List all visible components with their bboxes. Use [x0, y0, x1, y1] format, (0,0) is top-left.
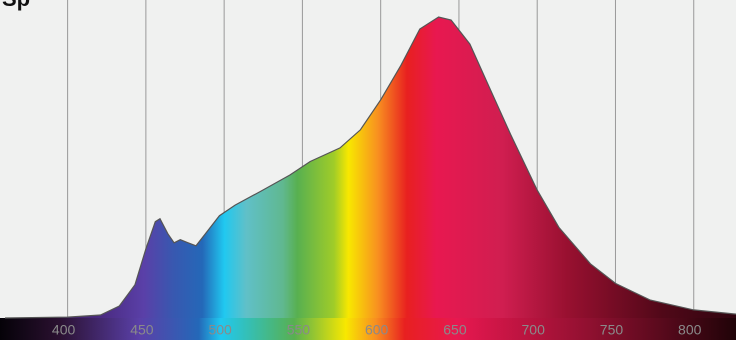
x-tick-label: 400: [52, 322, 76, 338]
x-tick-label: 500: [208, 322, 232, 338]
x-tick-label: 750: [600, 322, 624, 338]
x-tick-label: 450: [130, 322, 154, 338]
x-tick-label: 700: [522, 322, 546, 338]
x-tick-label: 650: [443, 322, 467, 338]
spectrum-bar: [0, 318, 736, 340]
x-tick-label: 800: [678, 322, 702, 338]
x-tick-label: 600: [365, 322, 389, 338]
x-tick-label: 550: [287, 322, 311, 338]
area-line: [4, 16, 736, 319]
chart-title: Sp: [2, 0, 30, 11]
